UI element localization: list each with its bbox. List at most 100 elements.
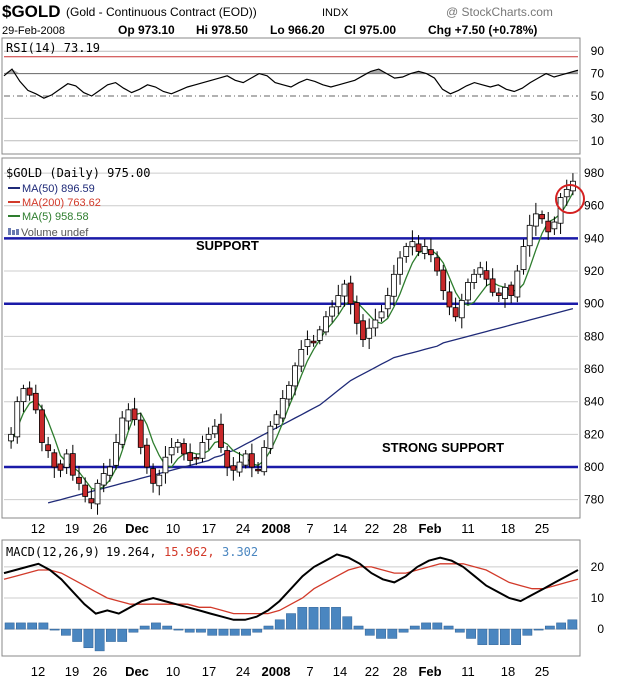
x-tick-label: 2008 xyxy=(262,664,291,679)
change-value: Chg +7.50 (+0.78%) xyxy=(428,23,537,37)
candle-body xyxy=(187,452,194,461)
x-tick-label: 28 xyxy=(393,521,407,536)
candle-body xyxy=(236,461,243,473)
highlight-circle xyxy=(555,184,585,214)
macd-histogram-bar xyxy=(409,625,420,630)
macd-histogram-bar xyxy=(162,625,173,630)
x-tick-label: 11 xyxy=(461,664,475,679)
candle-body xyxy=(106,466,113,476)
rsi-tick-label: 90 xyxy=(591,44,605,58)
macd-histogram-bar xyxy=(522,628,533,636)
macd-histogram-bar xyxy=(173,628,184,631)
rsi-tick-label: 50 xyxy=(591,89,605,103)
candle-body xyxy=(156,474,163,487)
symbol-name: (Gold - Continuous Contract (EOD)) xyxy=(66,5,257,19)
macd-histogram-bar xyxy=(218,628,229,636)
candle-body xyxy=(539,214,545,220)
x-tick-label: 26 xyxy=(93,664,107,679)
macd-histogram-bar xyxy=(27,622,38,630)
candle-body xyxy=(421,246,428,254)
candle-body xyxy=(409,241,416,248)
macd-histogram-bar xyxy=(61,628,71,636)
candle-body xyxy=(205,433,212,440)
candle-body xyxy=(82,484,89,497)
macd-signal-line xyxy=(3,563,579,615)
candle-body xyxy=(403,246,410,257)
macd-label-macd: 19.264, xyxy=(106,545,157,559)
candle-body xyxy=(378,311,385,319)
macd-histogram-bar xyxy=(49,628,60,631)
x-tick-label: 2008 xyxy=(262,521,291,536)
candle-body xyxy=(14,401,21,438)
candle-body xyxy=(347,282,354,305)
x-tick-label: 12 xyxy=(31,664,45,679)
candle-body xyxy=(366,327,373,339)
candle-body xyxy=(465,282,471,301)
candle-body xyxy=(458,300,465,319)
candle-body xyxy=(32,392,39,411)
x-tick-label: 22 xyxy=(365,664,379,679)
price-tick-label: 840 xyxy=(584,395,604,409)
candle-body xyxy=(384,295,391,310)
legend-volume: Volume undef xyxy=(21,227,89,239)
legend-ma50: MA(50) 896.59 xyxy=(22,183,95,195)
x-tick-label: 26 xyxy=(93,521,107,536)
macd-histogram-bar xyxy=(128,628,139,633)
x-tick-label: 10 xyxy=(166,521,180,536)
candle-body xyxy=(292,365,298,387)
macd-histogram-bar xyxy=(106,628,116,642)
candle-body xyxy=(514,270,521,298)
x-tick-label: 24 xyxy=(236,521,250,536)
date-label: 29-Feb-2008 xyxy=(2,25,65,37)
x-tick-label: Feb xyxy=(418,521,441,536)
macd-tick-label: 20 xyxy=(591,560,605,574)
macd-histogram-bar xyxy=(139,625,150,630)
macd-histogram-bar xyxy=(117,628,128,642)
candle-body xyxy=(452,307,459,318)
macd-histogram-bar xyxy=(432,622,443,630)
candle-body xyxy=(113,442,119,466)
candle-body xyxy=(526,224,533,247)
candle-body xyxy=(495,292,502,296)
candle-body xyxy=(193,457,200,460)
candle-body xyxy=(162,456,169,474)
x-tick-label: 28 xyxy=(393,664,407,679)
candle-body xyxy=(168,447,175,456)
candle-body xyxy=(360,320,366,341)
macd-histogram-bar xyxy=(274,619,285,630)
candle-body xyxy=(45,444,52,452)
macd-histogram-bar xyxy=(466,628,476,639)
high-value: Hi 978.50 xyxy=(196,23,248,37)
macd-histogram-bar xyxy=(511,628,521,645)
candle-body xyxy=(76,476,82,484)
x-tick-label: 18 xyxy=(501,521,515,536)
rsi-line xyxy=(3,68,579,99)
candle-body xyxy=(51,452,58,468)
macd-histogram-bar xyxy=(364,628,375,636)
candle-body xyxy=(477,267,484,275)
macd-histogram-bar xyxy=(263,625,274,630)
x-tick-label: 25 xyxy=(535,664,549,679)
macd-histogram-bar xyxy=(38,622,49,630)
candle-body xyxy=(267,425,274,449)
price-legend-main: $GOLD (Daily) 975.00 xyxy=(6,166,151,180)
candle-body xyxy=(150,468,156,484)
candle-body xyxy=(551,221,558,230)
x-tick-label: 24 xyxy=(236,664,250,679)
candle-body xyxy=(532,213,539,227)
macd-histogram-bar xyxy=(308,607,319,630)
macd-histogram-bar xyxy=(488,628,499,645)
macd-histogram-bar xyxy=(151,622,161,630)
macd-histogram-bar xyxy=(331,607,341,630)
macd-histogram-bar xyxy=(4,622,15,630)
price-tick-label: 860 xyxy=(584,362,604,376)
x-tick-label: 14 xyxy=(333,664,347,679)
candle-body xyxy=(94,482,101,505)
macd-histogram-bar xyxy=(252,628,263,633)
candle-body xyxy=(440,269,447,292)
price-tick-label: 820 xyxy=(584,427,604,441)
x-axis-labels-lower: 12 19 26 Dec 10 17 24 2008 7 14 22 28 Feb 11 18 25 xyxy=(31,664,549,679)
candle-body xyxy=(508,284,515,296)
low-value: Lo 966.20 xyxy=(270,23,325,37)
macd-histogram-bar xyxy=(387,628,398,639)
